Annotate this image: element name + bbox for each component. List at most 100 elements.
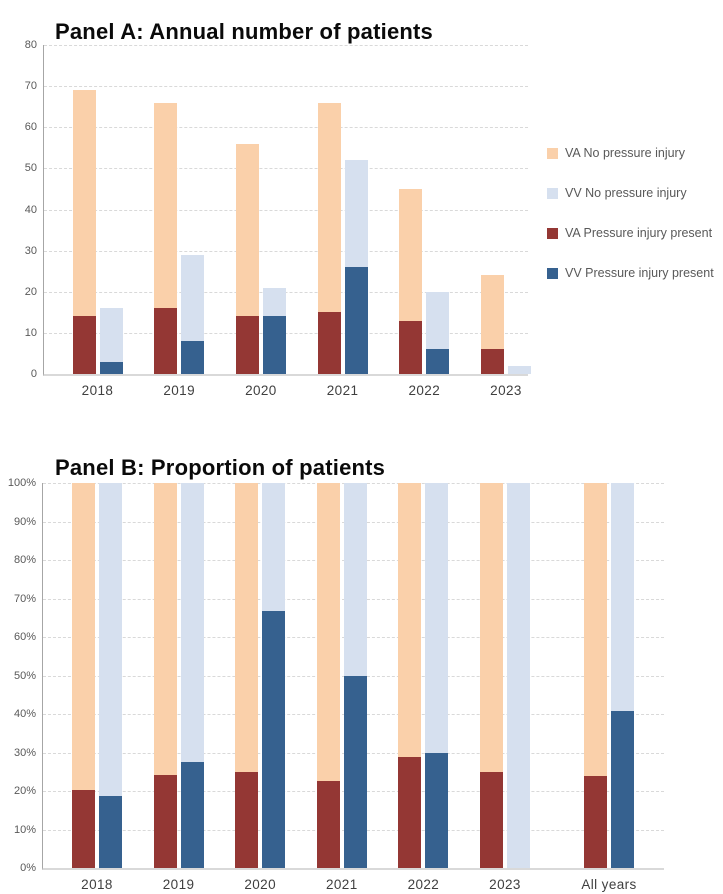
- panel_b-plot-area: 0% 10% 20% 30% 40% 50% 60% 70% 80% 90% 100% 2018 201…: [8, 477, 664, 892]
- x-axis-label: 2022: [407, 877, 440, 892]
- panel-a-chart: 0 10 20 30 40 50 60 70 80 2018 2019 2020 2021 2022 202…: [25, 39, 531, 398]
- vv-pressure-injury-present-swatch-icon: [547, 267, 558, 279]
- va-no-pressure-injury-swatch-icon: [547, 147, 558, 159]
- segment-vv-pressure-injury-present: [99, 361, 123, 374]
- legend-label: VV Pressure injury present: [565, 266, 714, 280]
- y-tick-label: 10: [24, 326, 37, 339]
- bar-va-2022: [398, 483, 422, 868]
- y-tick-label: 70: [24, 80, 37, 93]
- segment-va-no-pressure-injury: [480, 483, 503, 772]
- segment-vv-pressure-injury-present: [262, 611, 286, 868]
- x-axis-label: 2022: [408, 383, 441, 398]
- y-tick-label: 0: [30, 368, 37, 380]
- bar-va-2019: [154, 102, 178, 374]
- x-axis-label: 2021: [326, 383, 359, 398]
- segment-vv-no-pressure-injury: [181, 254, 205, 342]
- segment-va-no-pressure-injury: [317, 102, 341, 313]
- segment-va-pressure-injury-present: [481, 349, 504, 374]
- x-axis-label: 2023: [489, 877, 521, 892]
- segment-vv-pressure-injury-present: [180, 761, 204, 868]
- segment-va-pressure-injury-present: [154, 308, 178, 374]
- y-tick-label: 90%: [13, 515, 36, 528]
- legend-label: VV No pressure injury: [565, 186, 687, 200]
- y-tick-label: 30: [24, 244, 37, 257]
- bar-vv-2019: [180, 483, 204, 868]
- bar-vv-2020: [262, 483, 286, 868]
- x-axis-label: 2023: [490, 383, 522, 398]
- gridline: [44, 250, 528, 252]
- segment-va-no-pressure-injury: [235, 483, 259, 772]
- segment-va-no-pressure-injury: [235, 143, 259, 317]
- bar-va-2019: [153, 483, 177, 868]
- bar-va-2018: [72, 483, 95, 868]
- bar-va-2023: [480, 483, 503, 868]
- bar-vv-2021: [344, 160, 368, 374]
- segment-vv-pressure-injury-present: [262, 316, 286, 374]
- bar-vv-2023: [507, 483, 530, 868]
- y-tick-label: 100%: [7, 477, 36, 489]
- segment-va-pressure-injury-present: [398, 756, 422, 868]
- y-tick-label: 0%: [20, 862, 36, 874]
- x-axis-label: 2020: [245, 383, 277, 398]
- bar-vv-2019: [181, 254, 205, 374]
- legend-item-vv-no-pressure-injury: VV No pressure injury: [547, 186, 714, 200]
- segment-vv-pressure-injury-present: [426, 349, 450, 374]
- y-tick-label: 40%: [13, 708, 36, 720]
- bar-vv-2021: [343, 483, 367, 868]
- segment-va-no-pressure-injury: [481, 275, 504, 350]
- bar-va-2018: [72, 90, 96, 374]
- bar-vv-2020: [262, 287, 286, 374]
- segment-va-no-pressure-injury: [72, 483, 95, 790]
- vv-no-pressure-injury-swatch-icon: [547, 187, 558, 199]
- gridline: [44, 45, 528, 46]
- bar-va-2020: [235, 483, 259, 868]
- panel-b-chart: 0% 10% 20% 30% 40% 50% 60% 70% 80% 90% 100% 2018 201…: [8, 477, 664, 892]
- legend: VA No pressure injury VV No pressure inj…: [547, 146, 714, 280]
- segment-vv-no-pressure-injury: [508, 365, 531, 374]
- segment-vv-pressure-injury-present: [181, 341, 205, 374]
- x-axis-label: 2019: [162, 877, 195, 892]
- segment-va-pressure-injury-present: [153, 774, 177, 868]
- bar-vv-2018: [99, 308, 123, 374]
- gridline: [44, 86, 528, 88]
- bar-va-2020: [235, 143, 259, 374]
- panel-a-title: Panel A: Annual number of patients: [55, 18, 433, 44]
- bar-va-2021: [317, 102, 341, 374]
- va-pressure-injury-present-swatch-icon: [547, 227, 558, 239]
- y-tick-label: 60%: [13, 631, 36, 643]
- segment-va-pressure-injury-present: [584, 775, 607, 868]
- segment-va-pressure-injury-present: [480, 771, 503, 868]
- segment-vv-no-pressure-injury: [507, 483, 530, 868]
- x-axis-label: 2018: [81, 383, 114, 398]
- segment-va-pressure-injury-present: [72, 789, 95, 868]
- bar-vv-2022: [425, 483, 449, 868]
- segment-va-no-pressure-injury: [154, 102, 178, 309]
- segment-vv-no-pressure-injury: [343, 483, 367, 676]
- segment-vv-pressure-injury-present: [343, 675, 367, 868]
- x-axis-label: 2018: [81, 877, 113, 892]
- panel-b-title: Panel B: Proportion of patients: [55, 454, 386, 480]
- segment-vv-pressure-injury-present: [344, 267, 368, 374]
- segment-vv-no-pressure-injury: [262, 287, 286, 317]
- bar-va-2021: [316, 483, 340, 868]
- legend-label: VA Pressure injury present: [565, 226, 713, 240]
- bar-vv-all-years: [611, 483, 634, 868]
- gridline: [44, 209, 528, 211]
- y-tick-label: 80%: [13, 554, 36, 566]
- y-tick-label: 30%: [13, 746, 36, 759]
- segment-vv-no-pressure-injury: [180, 483, 204, 762]
- gridline: [44, 332, 528, 334]
- x-axis-label: 2019: [163, 383, 196, 398]
- y-tick-label: 50%: [13, 669, 36, 682]
- y-tick-label: 50: [24, 162, 37, 175]
- segment-va-no-pressure-injury: [399, 188, 423, 321]
- segment-va-pressure-injury-present: [235, 771, 259, 868]
- segment-va-pressure-injury-present: [317, 312, 341, 374]
- bar-vv-2023: [508, 365, 531, 374]
- segment-vv-no-pressure-injury: [344, 160, 368, 268]
- segment-vv-pressure-injury-present: [611, 711, 634, 868]
- segment-va-no-pressure-injury: [153, 483, 177, 775]
- segment-va-no-pressure-injury: [398, 483, 422, 757]
- segment-va-pressure-injury-present: [399, 320, 423, 374]
